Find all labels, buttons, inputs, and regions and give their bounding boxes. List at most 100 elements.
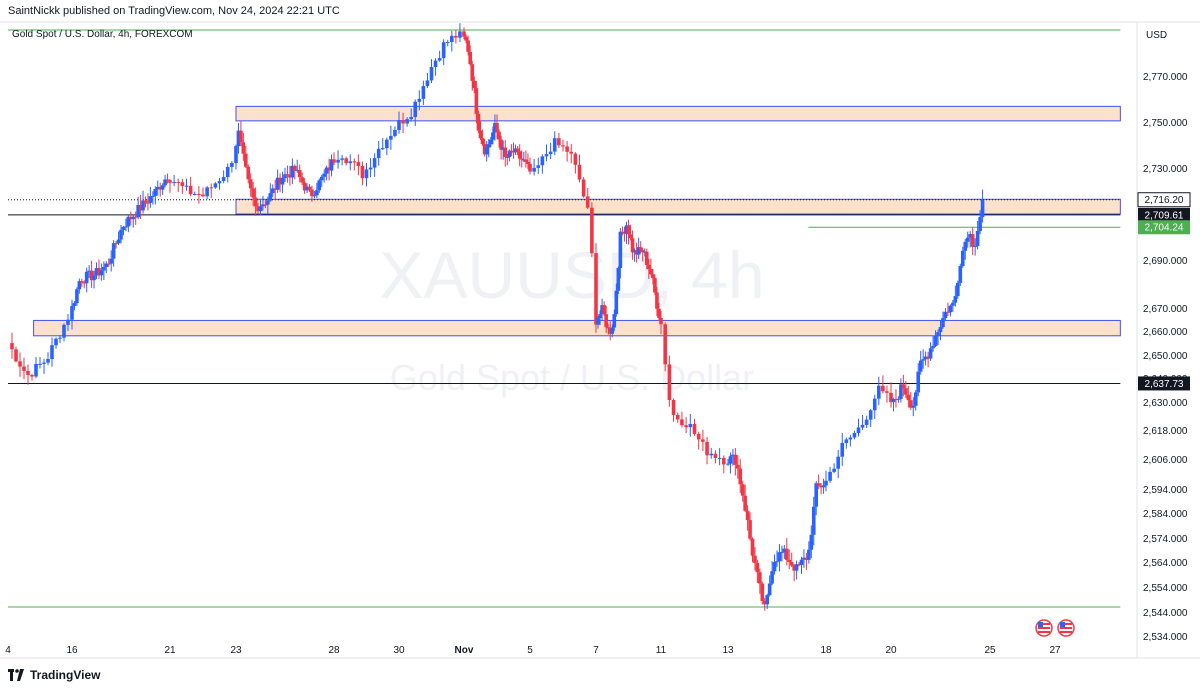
time-tick-label: 5	[527, 645, 533, 656]
candle-body	[787, 559, 792, 562]
candle-body	[143, 200, 148, 203]
candle-body	[356, 162, 361, 167]
candle-body	[42, 362, 46, 364]
candle-body	[807, 549, 811, 560]
time-tick-label: 18	[820, 645, 832, 656]
candle-body	[740, 484, 745, 496]
candle-body	[577, 164, 582, 180]
candle-body	[251, 188, 255, 198]
candle-body	[632, 250, 637, 253]
us-event-flag-icon[interactable]	[1035, 619, 1053, 637]
candle-body	[344, 158, 348, 164]
currency-box[interactable]	[1140, 24, 1196, 44]
price-label-box	[1138, 220, 1190, 235]
candle-body	[133, 216, 138, 218]
tradingview-logo-icon	[8, 669, 24, 681]
candle-body	[275, 177, 280, 190]
candle-body	[758, 572, 762, 584]
candle-body	[590, 207, 594, 254]
candle-body	[581, 179, 586, 197]
candle-body	[636, 247, 641, 255]
candle-body	[671, 399, 676, 415]
candle-body	[501, 147, 505, 150]
candle-body	[896, 398, 901, 400]
candle-body	[622, 232, 627, 234]
us-event-flag-icon[interactable]	[1057, 619, 1075, 637]
candle-body	[158, 186, 162, 190]
candle-body	[789, 561, 794, 566]
candle-body	[913, 392, 918, 406]
candle-body	[728, 456, 733, 464]
candle-body	[278, 177, 282, 185]
candle-body	[852, 432, 857, 438]
candle-body	[753, 555, 757, 563]
candle-body	[824, 480, 828, 486]
candle-body	[802, 557, 806, 560]
price-tick-label: 2,606.000	[1143, 455, 1188, 466]
candle-body	[236, 130, 241, 147]
candle-body	[585, 196, 590, 208]
candle-body	[649, 269, 653, 275]
candle-body	[89, 270, 94, 281]
candle-body	[948, 305, 953, 313]
candle-body	[573, 153, 578, 165]
candle-body	[491, 132, 495, 140]
price-tick-label: 2,584.000	[1143, 509, 1188, 520]
price-labels: 2,716.20 2,709.61 2,704.24 2,637.73	[1137, 192, 1191, 391]
candle-body	[517, 151, 522, 159]
candle-body	[891, 399, 896, 403]
candle-body	[565, 146, 569, 152]
currency-label[interactable]: USD	[1146, 30, 1167, 41]
candle-body	[151, 195, 155, 197]
price-label-box	[1138, 376, 1190, 391]
candle-body	[160, 185, 165, 190]
candle-body	[726, 463, 730, 465]
candle-body	[77, 281, 82, 290]
candle-body	[612, 314, 617, 328]
price-tick-label: 2,554.000	[1143, 583, 1188, 594]
candle-body	[772, 561, 777, 572]
candle-body	[675, 414, 680, 420]
candle-body	[750, 538, 755, 556]
candle-body	[409, 117, 413, 120]
candle-body	[172, 181, 176, 183]
candle-body	[921, 359, 925, 361]
candle-body	[963, 241, 968, 251]
candle-body	[62, 324, 66, 338]
candle-body	[124, 226, 128, 228]
candle-body	[569, 151, 574, 154]
footer-brand-text: TradingView	[30, 668, 101, 682]
candle-body	[97, 268, 101, 276]
candle-body	[938, 327, 943, 333]
candle-body	[497, 131, 501, 140]
candle-body	[454, 35, 458, 38]
candle-body	[385, 139, 389, 149]
candle-body	[777, 552, 782, 562]
zone-rect	[33, 319, 1121, 337]
horizontal-lines	[8, 29, 1121, 608]
candle-body	[860, 424, 865, 428]
candle-body	[881, 385, 885, 392]
candle-body	[474, 88, 479, 114]
candle-body	[821, 485, 826, 488]
candle-body	[733, 454, 738, 465]
candle-body	[651, 274, 655, 279]
price-tick-label: 2,534.000	[1143, 632, 1188, 643]
supply-demand-zones	[33, 105, 1121, 337]
price-tick-label: 2,770.000	[1143, 72, 1188, 83]
candle-body	[315, 190, 319, 196]
candle-body	[84, 271, 89, 284]
candle-body	[256, 206, 260, 212]
price-tick-label: 2,670.000	[1143, 304, 1188, 315]
candle-body	[273, 188, 277, 190]
candle-body	[819, 485, 823, 488]
candle-body	[290, 165, 295, 178]
candle-body	[486, 144, 491, 148]
price-tick-label: 2,690.000	[1143, 256, 1188, 267]
candle-body	[75, 289, 79, 304]
candle-body	[809, 534, 814, 550]
candle-body	[437, 58, 442, 61]
candle-body	[280, 178, 285, 185]
candle-body	[596, 318, 600, 325]
candle-body	[909, 400, 913, 408]
